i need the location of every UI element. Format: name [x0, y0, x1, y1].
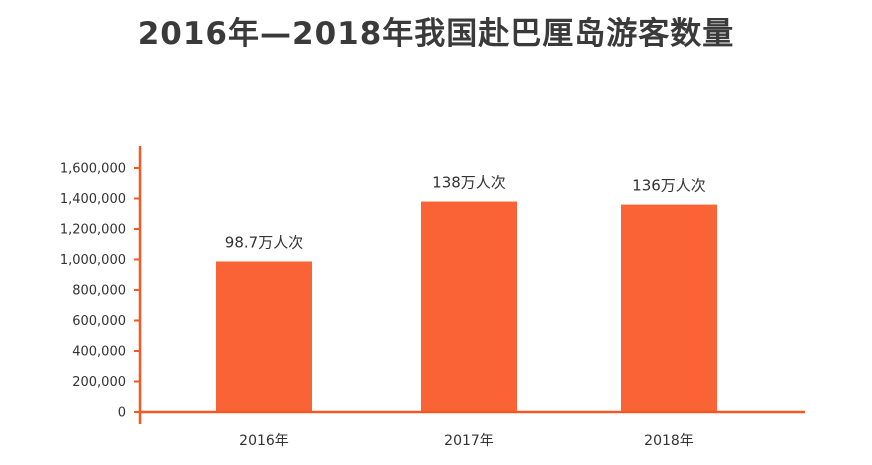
y-tick-label: 1,200,000: [60, 223, 126, 238]
bars: [216, 201, 717, 412]
bar: [421, 201, 517, 412]
y-tick-label: 1,000,000: [60, 253, 126, 268]
x-tick-label: 2016年: [239, 433, 289, 449]
y-tick-label: 200,000: [72, 375, 126, 390]
x-tick-label: 2017年: [444, 433, 494, 449]
chart-title: 2016年—2018年我国赴巴厘岛游客数量: [137, 16, 735, 52]
axes: [138, 146, 805, 424]
y-tick-label: 800,000: [72, 284, 126, 299]
y-tick-label: 400,000: [72, 345, 126, 360]
y-tick-label: 1,600,000: [60, 162, 126, 177]
y-axis-ticks: 0 200,000 400,000 600,000 800,000 1,000,000 1,…: [60, 162, 140, 421]
y-tick-label: 600,000: [72, 314, 126, 329]
data-label: 98.7万人次: [225, 233, 303, 251]
x-axis-labels: 2016年 2017年 2018年: [239, 433, 694, 449]
bar: [216, 261, 312, 412]
data-labels: 98.7万人次 138万人次 136万人次: [225, 174, 706, 252]
y-tick-label: 0: [118, 406, 126, 421]
data-label: 136万人次: [632, 177, 706, 195]
x-tick-label: 2018年: [644, 433, 694, 449]
bar: [621, 204, 717, 412]
data-label: 138万人次: [432, 174, 506, 192]
y-tick-label: 1,400,000: [60, 192, 126, 207]
